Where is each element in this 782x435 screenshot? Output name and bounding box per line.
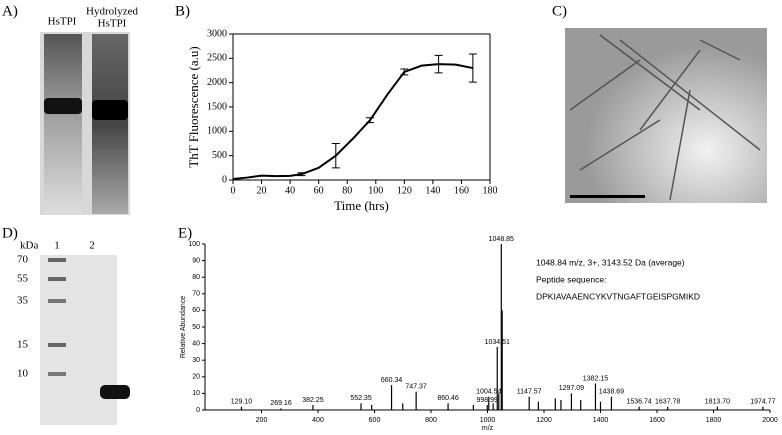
error-bar xyxy=(468,53,477,83)
peak-label: 860.46 xyxy=(437,395,459,402)
x-tick-label: 80 xyxy=(342,185,352,196)
y-tick-label: 3000 xyxy=(207,28,227,39)
x-tick-label: 800 xyxy=(425,417,437,424)
micrograph xyxy=(565,28,767,203)
x-tick-label: 180 xyxy=(483,185,498,196)
x-tick-label: 60 xyxy=(314,185,324,196)
peak-label: 1438.69 xyxy=(599,389,624,396)
panel-label: D) xyxy=(2,225,18,241)
lane-label: HsTPI xyxy=(48,16,77,28)
chart-e: 0 10 20 30 40 50 60 70 80 90 100 200 400 600 800 1000 12… xyxy=(180,236,778,432)
marker-label: 35 xyxy=(17,295,29,307)
gel-d xyxy=(40,255,130,425)
marker-label: 10 xyxy=(17,368,29,380)
marker-label: 70 xyxy=(17,254,29,266)
peak-label: 1297.09 xyxy=(559,385,584,392)
x-tick-label: 40 xyxy=(285,185,295,196)
peak-label: 1004.54 xyxy=(476,389,501,396)
x-tick-label: 200 xyxy=(256,417,268,424)
peak-label: 1637.78 xyxy=(655,399,680,406)
line xyxy=(232,63,474,181)
y-tick-label: 500 xyxy=(212,150,227,161)
y-tick-label: 70 xyxy=(192,291,200,298)
peak-label: 269.16 xyxy=(270,400,292,407)
gel-a xyxy=(40,32,130,215)
peak-label: 552.35 xyxy=(350,395,372,402)
panel-label: B) xyxy=(175,3,190,19)
peak-label: 1536.74 xyxy=(626,399,651,406)
annotation: DPKIAVAAENCYKVTNGAFTGEISPGMIKD xyxy=(536,291,700,301)
y-tick-label: 30 xyxy=(192,357,200,364)
lane-label: 2 xyxy=(89,240,95,252)
x-tick-label: 400 xyxy=(312,417,324,424)
y-tick-label: 40 xyxy=(192,340,200,347)
peak-label: 1048.85 xyxy=(489,236,514,243)
y-tick-label: 80 xyxy=(192,274,200,281)
y-tick-label: 90 xyxy=(192,257,200,264)
peak-label: 129.10 xyxy=(231,399,253,406)
x-tick-label: 1400 xyxy=(593,417,609,424)
peak-label: 1382.15 xyxy=(583,375,608,382)
y-tick-label: 100 xyxy=(188,241,200,248)
x-tick-label: 160 xyxy=(454,185,469,196)
y-tick-label: 10 xyxy=(192,390,200,397)
y-tick-label: 2500 xyxy=(207,53,227,64)
y-tick-label: 1000 xyxy=(207,126,227,137)
lane-label: HsTPI xyxy=(98,18,127,30)
x-tick-label: 2000 xyxy=(762,417,778,424)
y-tick-label: 0 xyxy=(196,407,200,414)
panel-label: A) xyxy=(2,3,18,19)
peak-label: 998.99 xyxy=(477,397,499,404)
error-bar xyxy=(434,54,443,74)
x-tick-label: 1200 xyxy=(536,417,552,424)
marker-label: 55 xyxy=(17,273,29,285)
x-tick-label: 140 xyxy=(425,185,440,196)
peak-label: 1813.70 xyxy=(705,399,730,406)
peak-label: 382.25 xyxy=(302,397,324,404)
unit-label: kDa xyxy=(20,240,38,252)
annotation: Peptide sequence: xyxy=(536,274,606,284)
x-tick-label: 1000 xyxy=(480,417,496,424)
x-tick-label: 100 xyxy=(368,185,383,196)
y-tick-label: 50 xyxy=(192,324,200,331)
marker-label: 15 xyxy=(17,339,29,351)
error-bar xyxy=(400,68,409,76)
peak-label: 1147.57 xyxy=(517,389,542,396)
peak-label: 1974.77 xyxy=(750,399,775,406)
x-tick-label: 1800 xyxy=(706,417,722,424)
x-axis-label: Time (hrs) xyxy=(334,198,389,213)
y-tick-label: 2000 xyxy=(207,77,227,88)
y-axis-label: Relative Abundance xyxy=(180,296,187,358)
panel-label: C) xyxy=(552,3,567,19)
x-tick-label: 1600 xyxy=(649,417,665,424)
error-bar xyxy=(297,172,306,177)
y-tick-label: 1500 xyxy=(207,101,227,112)
error-bar xyxy=(331,143,340,169)
x-tick-label: 600 xyxy=(369,417,381,424)
annotation: 1048.84 m/z, 3+, 3143.52 Da (average) xyxy=(536,257,685,267)
lane-label: Hydrolyzed xyxy=(86,6,138,18)
x-tick-label: 20 xyxy=(257,185,267,196)
peak-label: 660.34 xyxy=(381,377,403,384)
x-tick-label: 120 xyxy=(397,185,412,196)
peak-label: 1034.51 xyxy=(485,339,510,346)
y-tick-label: 0 xyxy=(222,174,227,185)
lane-label: 1 xyxy=(54,240,60,252)
x-tick-label: 0 xyxy=(231,185,236,196)
y-axis-label: ThT Fluorescence (a.u) xyxy=(186,46,201,167)
peak-label: 747.37 xyxy=(405,384,427,391)
y-tick-label: 60 xyxy=(192,307,200,314)
x-axis-label: m/z xyxy=(482,425,494,432)
y-tick-label: 20 xyxy=(192,374,200,381)
error-bar xyxy=(366,117,375,124)
chart-b: 0 500 1000 1500 2000 2500 3000 0 20 40 60 80 100 120 1… xyxy=(186,28,498,213)
panel-label: E) xyxy=(178,225,192,241)
